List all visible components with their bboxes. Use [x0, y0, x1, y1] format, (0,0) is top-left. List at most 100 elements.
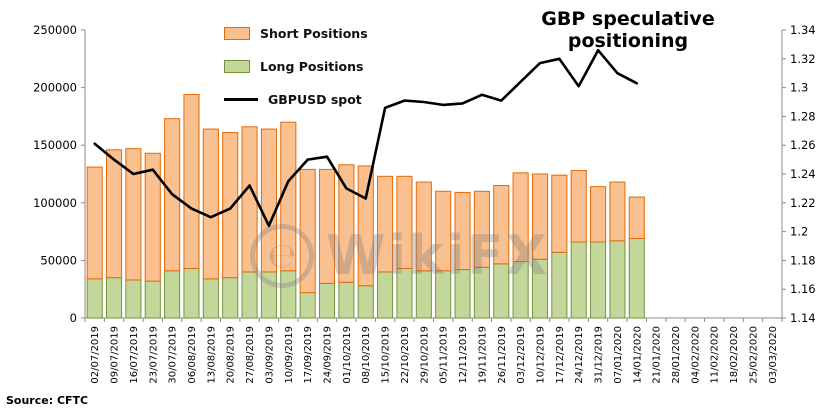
x-axis-tick-label: 14/01/2020: [632, 326, 643, 384]
bar-long-segment: [202, 278, 219, 319]
watermark: ℮ WikiFX: [250, 224, 549, 288]
bar-short-segment: [415, 181, 432, 272]
source-note: Source: CFTC: [6, 394, 89, 407]
x-axis-tick-label: 21/01/2020: [652, 326, 663, 384]
bar-short-segment: [531, 173, 549, 260]
spot-line-swatch: [224, 97, 258, 101]
x-axis-tick-label: 11/02/2020: [710, 326, 721, 384]
bar-short-segment: [396, 175, 413, 269]
x-axis-tick-label: 06/08/2019: [187, 326, 198, 384]
x-axis-tick-label: 08/10/2019: [361, 326, 372, 384]
x-axis-tick-label: 27/08/2019: [245, 326, 256, 384]
x-axis-tick-label: 26/11/2019: [497, 326, 508, 384]
x-axis-tick-label: 15/10/2019: [381, 326, 392, 384]
bar-long-segment: [222, 277, 239, 319]
right-axis-tick-label: 1.16: [790, 282, 816, 296]
legend-label-short: Short Positions: [260, 25, 368, 41]
bar-short-segment: [473, 190, 490, 268]
right-axis-tick-label: 1.28: [790, 109, 816, 123]
x-axis-tick-label: 10/09/2019: [284, 326, 295, 384]
bar-short-segment: [512, 172, 529, 263]
x-axis-tick-label: 23/07/2019: [148, 326, 159, 384]
right-axis-tick-label: 1.3: [790, 81, 808, 95]
left-axis-tick-label: 0: [70, 311, 77, 325]
legend-item-spot: GBPUSD spot: [224, 88, 368, 110]
right-axis-tick-label: 1.14: [790, 311, 816, 325]
right-axis-tick-label: 1.24: [790, 167, 816, 181]
legend-label-spot: GBPUSD spot: [268, 91, 362, 107]
bar-short-segment: [570, 170, 587, 243]
x-axis-tick-label: 05/11/2019: [439, 326, 450, 384]
bar-long-segment: [609, 240, 626, 319]
legend-item-short: Short Positions: [224, 22, 368, 44]
right-axis-tick-label: 1.22: [790, 196, 816, 210]
bar-long-segment: [551, 251, 568, 319]
x-axis-tick-label: 20/08/2019: [226, 326, 237, 384]
right-axis-tick-label: 1.34: [790, 23, 816, 37]
x-axis-labels: 02/07/2019 09/07/2019 16/07/2019 23/07/2019…: [90, 326, 779, 384]
bar-long-segment: [628, 238, 645, 319]
x-axis-tick-label: 17/09/2019: [303, 326, 314, 384]
bar-long-segment: [125, 279, 142, 319]
x-axis-tick-label: 24/09/2019: [323, 326, 334, 384]
left-axis-tick-label: 250000: [33, 23, 77, 37]
long-positions-swatch: [224, 59, 250, 73]
bar-short-segment: [125, 148, 142, 281]
bar-short-segment: [183, 94, 200, 269]
left-axis-tick-label: 200000: [33, 81, 77, 95]
bar-long-segment: [183, 267, 200, 319]
x-axis-tick-label: 18/02/2020: [729, 326, 740, 384]
x-axis-tick-label: 04/02/2020: [690, 326, 701, 384]
bar-long-segment: [144, 280, 161, 319]
bar-short-segment: [628, 196, 645, 240]
bar-short-segment: [435, 190, 452, 272]
x-axis-tick-label: 03/03/2020: [768, 326, 779, 384]
x-axis-tick-label: 03/12/2019: [516, 326, 527, 384]
x-axis-tick-label: 10/12/2019: [535, 326, 546, 384]
bar-short-segment: [202, 128, 219, 280]
x-axis-tick-label: 30/07/2019: [168, 326, 179, 384]
x-axis-tick-label: 29/10/2019: [419, 326, 430, 384]
bar-long-segment: [164, 270, 181, 319]
x-axis-tick-label: 12/11/2019: [458, 326, 469, 384]
left-axis-tick-label: 50000: [40, 253, 77, 267]
x-axis-tick-label: 22/10/2019: [400, 326, 411, 384]
bar-short-segment: [222, 132, 239, 279]
x-axis-tick-label: 07/01/2020: [613, 326, 624, 384]
left-axis-tick-label: 150000: [33, 138, 77, 152]
bar-long-segment: [570, 241, 587, 319]
bar-short-segment: [86, 166, 103, 280]
chart-title: GBP speculative positioning: [541, 8, 715, 52]
right-axis-tick-label: 1.18: [790, 253, 816, 267]
left-axis-tick-label: 100000: [33, 196, 77, 210]
bar-long-segment: [590, 241, 607, 319]
x-axis-tick-label: 24/12/2019: [574, 326, 585, 384]
short-positions-swatch: [224, 26, 250, 40]
bar-short-segment: [551, 174, 568, 253]
legend: Short Positions Long Positions GBPUSD sp…: [224, 22, 368, 121]
bar-long-segment: [299, 292, 316, 319]
x-axis-tick-label: 31/12/2019: [594, 326, 605, 384]
gbpusd-spot-line: [93, 48, 639, 228]
bar-short-segment: [590, 186, 607, 243]
watermark-text: WikiFX: [326, 224, 550, 287]
bar-short-segment: [338, 164, 355, 283]
bar-short-segment: [609, 181, 626, 242]
bar-long-segment: [86, 278, 103, 319]
bar-short-segment: [454, 191, 471, 271]
bar-long-segment: [318, 282, 336, 319]
bar-long-segment: [357, 285, 374, 319]
watermark-logo-icon: ℮: [250, 224, 314, 288]
legend-label-long: Long Positions: [260, 58, 364, 74]
bar-short-segment: [377, 175, 394, 273]
bar-short-segment: [144, 152, 161, 282]
x-axis-tick-label: 25/02/2020: [748, 326, 759, 384]
x-axis-tick-label: 09/07/2019: [110, 326, 121, 384]
axes: 0 50000 100000 150000 200000 250000 1.14 1.16 1.…: [33, 23, 816, 325]
x-axis-tick-label: 19/11/2019: [477, 326, 488, 384]
bar-long-segment: [105, 277, 123, 319]
x-axis-tick-label: 03/09/2019: [264, 326, 275, 384]
x-axis-tick-label: 01/10/2019: [342, 326, 353, 384]
